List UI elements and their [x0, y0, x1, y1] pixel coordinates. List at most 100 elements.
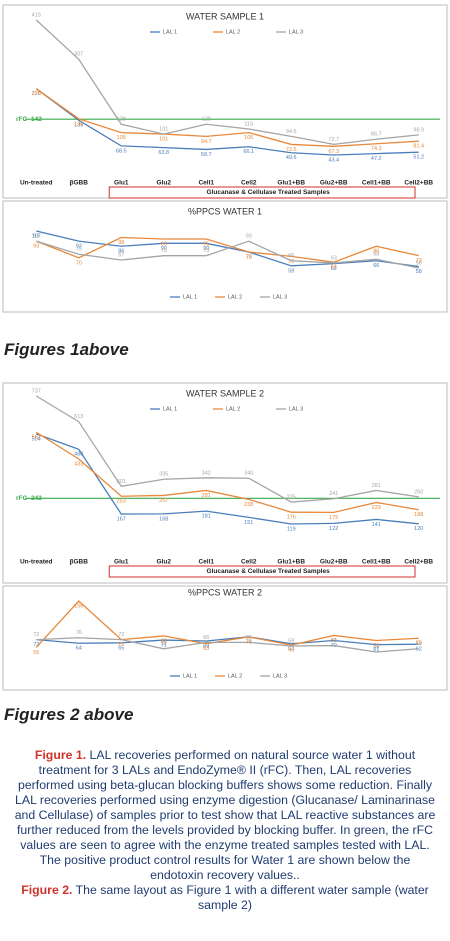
data-label: 74.3 — [371, 146, 382, 152]
series-line — [36, 433, 419, 525]
data-label: 340 — [244, 471, 253, 477]
chart-frame — [2, 4, 448, 199]
data-label: 93 — [33, 234, 39, 240]
chart-title: %PPCS WATER 1 — [188, 206, 262, 216]
legend-label: LAL 3 — [289, 406, 303, 412]
data-label: 78 — [246, 254, 252, 260]
data-label: 168 — [159, 516, 168, 522]
data-label: 342 — [202, 470, 211, 476]
data-label: 49.6 — [286, 155, 297, 161]
data-label: 62 — [416, 647, 422, 653]
data-label: 55 — [33, 650, 39, 656]
data-label: 737 — [32, 388, 41, 394]
data-label: 93 — [246, 234, 252, 240]
data-label: 63 — [203, 646, 209, 652]
data-label: 415 — [32, 12, 41, 18]
x-tick-label: Cell2+BB — [404, 180, 433, 187]
data-label: 223 — [372, 505, 381, 511]
data-label: 52 — [161, 641, 167, 647]
series-line — [36, 240, 419, 269]
data-label: 72 — [288, 259, 294, 265]
x-tick-label: Cell2 — [241, 180, 257, 187]
data-label: 226 — [32, 91, 41, 97]
data-label: 64 — [331, 265, 337, 271]
data-label: 119 — [287, 526, 296, 532]
x-tick-label: Cell1+BB — [362, 180, 391, 187]
x-tick-label: Cell1 — [198, 180, 214, 187]
data-label: 156 — [74, 603, 83, 609]
data-label: 115 — [244, 121, 253, 127]
data-label: 139 — [74, 123, 83, 129]
data-label: 128 — [202, 117, 211, 123]
data-label: 66 — [203, 635, 209, 641]
data-label: 72.5 — [286, 147, 297, 153]
series-line — [35, 88, 419, 156]
data-label: 73 — [416, 258, 422, 264]
data-label: 58.7 — [201, 152, 212, 158]
data-label: 59 — [288, 268, 294, 274]
data-label: 73 — [203, 248, 209, 254]
data-label: 253 — [117, 499, 126, 505]
series-line — [36, 636, 419, 646]
data-label: 81 — [331, 638, 337, 644]
data-label: 66 — [246, 635, 252, 641]
x-tick-label: Glu1 — [114, 180, 129, 187]
data-label: 73 — [161, 248, 167, 254]
x-tick-label: Cell1 — [198, 559, 214, 566]
chart-title: %PPCS WATER 2 — [188, 587, 262, 597]
data-label: 69 — [203, 643, 209, 649]
x-tick-label: βGBB — [70, 180, 89, 187]
data-label: 101 — [159, 127, 168, 133]
series-line — [35, 600, 419, 648]
caption-text: The same layout as Figure 1 with a diffe… — [72, 883, 429, 912]
data-label: 98 — [118, 240, 124, 246]
caption-lead: Figure 1. — [34, 748, 87, 762]
x-tick-label: Glu2 — [157, 559, 172, 566]
data-label: 151 — [244, 520, 253, 526]
x-tick-label: Cell2 — [241, 559, 257, 566]
legend-label: LAL 1 — [163, 406, 177, 412]
data-label: 78 — [246, 254, 252, 260]
reference-value: 142 — [31, 116, 42, 123]
legend-label: LAL 3 — [289, 29, 303, 35]
data-label: 86 — [118, 249, 124, 255]
annotation-box — [108, 565, 416, 578]
data-label: 72 — [33, 632, 39, 638]
legend-label: LAL 3 — [273, 673, 287, 679]
data-label: 68 — [373, 252, 379, 258]
caption-text: LAL recoveries performed on natural sour… — [14, 748, 436, 882]
data-label: 70 — [373, 643, 379, 649]
data-label: 68.5 — [116, 148, 127, 154]
heading: Figures 2 above — [4, 705, 134, 724]
data-label: 75 — [416, 641, 422, 647]
data-label: 72 — [118, 632, 124, 638]
data-label: 45 — [373, 644, 379, 650]
data-label: 76 — [76, 630, 82, 636]
data-label: 65 — [118, 645, 124, 651]
legend-label: LAL 3 — [273, 294, 287, 300]
caption: Figure 1. LAL recoveries performed on na… — [14, 748, 436, 913]
data-label: 62 — [331, 266, 337, 272]
legend-label: LAL 2 — [226, 406, 240, 412]
data-label: 86 — [373, 249, 379, 255]
x-tick-label: Cell1+BB — [362, 559, 391, 566]
series-line — [36, 230, 419, 268]
data-label: 281 — [372, 483, 381, 489]
x-tick-label: Glu2+BB — [320, 559, 348, 566]
x-tick-label: Glu1+BB — [277, 559, 305, 566]
data-label: 86.7 — [371, 132, 382, 138]
data-label: 175 — [329, 515, 338, 521]
data-label: 70 — [76, 260, 82, 266]
data-label: 107 — [32, 233, 41, 239]
data-label: 72 — [118, 642, 124, 648]
data-label: 58 — [288, 638, 294, 644]
data-label: 122 — [329, 526, 338, 532]
data-label: 101 — [159, 137, 168, 143]
data-label: 47.2 — [371, 156, 382, 162]
reference-value: 243 — [31, 495, 42, 502]
series-line — [35, 88, 419, 147]
chart-frame — [2, 200, 448, 313]
x-tick-label: Glu2 — [157, 180, 172, 187]
data-label: 250 — [414, 489, 423, 495]
